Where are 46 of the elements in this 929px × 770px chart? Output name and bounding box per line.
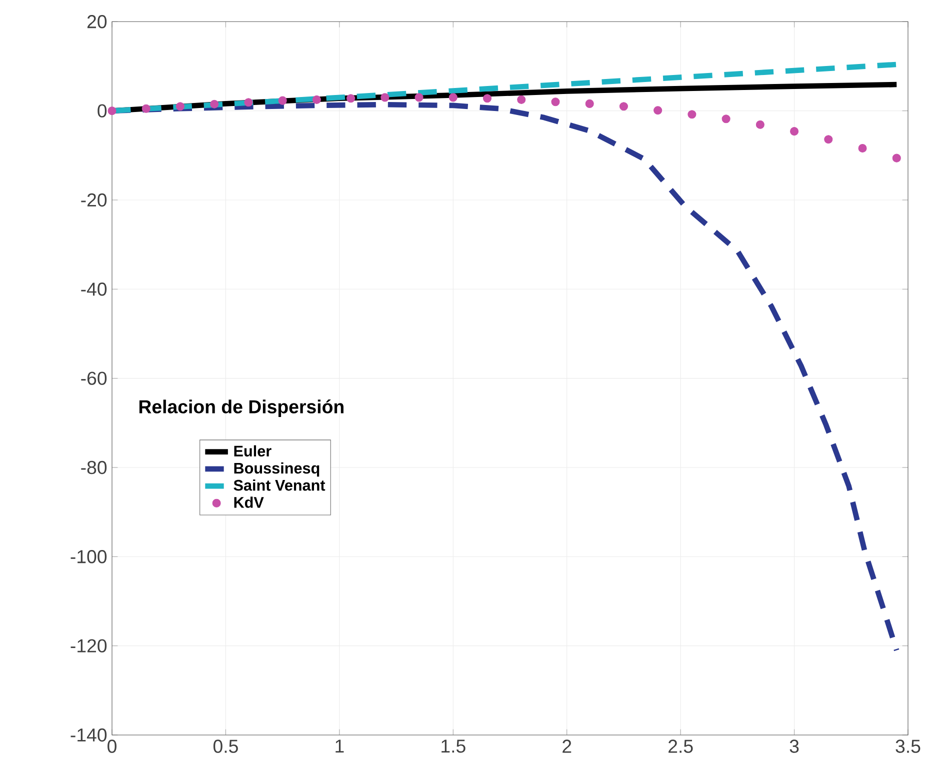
point <box>108 106 116 116</box>
point <box>688 110 696 119</box>
point <box>482 94 492 103</box>
x-tick-label: 3.5 <box>896 740 920 753</box>
point <box>790 127 799 136</box>
legend-label: Euler <box>234 445 272 457</box>
x-tick-label: 2 <box>562 740 572 753</box>
point <box>892 154 901 162</box>
point <box>619 102 628 111</box>
point <box>722 114 730 124</box>
point <box>278 96 287 105</box>
legend-title: Relacion de Dispersión <box>139 399 344 418</box>
x-tick-label: 1.5 <box>442 740 466 753</box>
legend-label: KdV <box>234 496 264 508</box>
x-tick-label: 0.5 <box>213 740 238 753</box>
legend-label: Boussinesq <box>234 462 320 477</box>
y-tick-label: -60 <box>81 372 107 385</box>
point <box>585 99 594 108</box>
point <box>244 98 253 107</box>
y-tick-label: -40 <box>81 282 107 296</box>
y-tick-label: 0 <box>98 104 107 118</box>
point <box>448 93 458 102</box>
point <box>210 100 219 108</box>
y-tick-label: 20 <box>87 15 107 28</box>
point <box>176 102 184 111</box>
y-tick-label: -140 <box>70 728 107 742</box>
x-tick-label: 1 <box>336 740 344 753</box>
point <box>414 93 424 102</box>
point <box>654 106 662 115</box>
y-tick-label: -100 <box>70 550 107 564</box>
legend-label: Saint Venant <box>234 479 326 491</box>
y-tick-label: -80 <box>81 460 107 474</box>
x-tick-label: 0 <box>108 740 116 753</box>
point <box>858 144 867 153</box>
point <box>346 94 356 103</box>
x-tick-label: 2.5 <box>668 740 693 753</box>
point <box>312 95 321 104</box>
point <box>756 120 764 129</box>
point <box>551 98 560 106</box>
y-tick-label: -20 <box>81 193 107 207</box>
point <box>517 95 526 104</box>
point <box>142 104 150 113</box>
x-tick-label: 3 <box>790 740 799 753</box>
y-tick-label: -120 <box>70 639 107 652</box>
point <box>824 135 833 144</box>
point <box>380 93 390 102</box>
